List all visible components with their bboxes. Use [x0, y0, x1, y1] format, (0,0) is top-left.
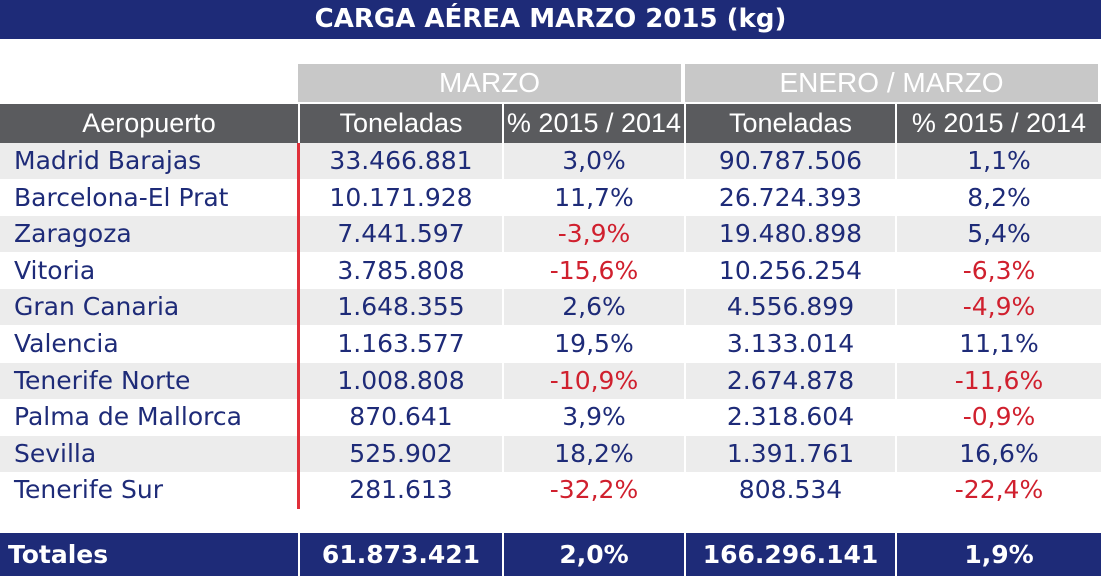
cell-tons-month: 1.648.355: [337, 292, 465, 322]
cell-airport: Gran Canaria: [14, 292, 180, 322]
cell-tons-month: 7.441.597: [337, 219, 465, 249]
cell-tons-ytd: 26.724.393: [718, 182, 863, 212]
cell-tons-ytd: 19.480.898: [718, 219, 863, 249]
cell-airport: Zaragoza: [14, 219, 132, 249]
cell-pct-month: 18,2%: [554, 438, 634, 468]
table-row: Palma de Mallorca 870.641 3,9% 2.318.604 -0,…: [0, 399, 1101, 435]
cell-pct-ytd: 8,2%: [967, 182, 1031, 212]
cell-tons-month: 525.902: [349, 438, 453, 468]
cell-pct-ytd: -6,3%: [962, 255, 1036, 285]
cell-pct-month: -3,9%: [557, 219, 631, 249]
cell-airport: Sevilla: [14, 438, 97, 468]
cell-pct-month: 3,0%: [562, 146, 626, 175]
table-row: Zaragoza 7.441.597 -3,9% 19.480.898 5,4%: [0, 216, 1101, 253]
table-row: Valencia 1.163.577 19,5% 3.133.014 11,1%: [0, 326, 1101, 362]
cell-pct-month: 19,5%: [554, 329, 634, 358]
cell-tons-ytd: 1.391.761: [726, 438, 855, 468]
table-row: Madrid Barajas 33.466.881 3,0% 90.787.506 1,…: [0, 143, 1101, 179]
column-divider: [895, 143, 897, 510]
cell-airport: Palma de Mallorca: [14, 402, 242, 432]
cell-tons-ytd: 808.534: [738, 475, 843, 505]
column-divider: [684, 143, 686, 510]
cell-tons-month: 10.171.928: [329, 182, 473, 212]
cell-tons-ytd: 10.256.254: [718, 255, 863, 285]
table-title: CARGA AÉREA MARZO 2015 (kg): [0, 0, 1101, 39]
cell-pct-ytd: 16,6%: [959, 438, 1039, 468]
totals-pct-month: 2,0%: [502, 533, 684, 576]
column-header-pct-month: % 2015 / 2014: [502, 104, 684, 143]
cell-airport: Tenerife Sur: [14, 475, 163, 505]
cell-tons-ytd: 2.674.878: [726, 365, 855, 395]
cell-airport: Barcelona-El Prat: [14, 182, 229, 212]
cell-pct-month: 2,6%: [562, 292, 626, 322]
cell-pct-month: 3,9%: [562, 402, 626, 432]
cell-pct-month: 11,7%: [554, 182, 634, 212]
table-row: Tenerife Norte 1.008.808 -10,9% 2.674.878 -1…: [0, 362, 1101, 399]
column-header-row: Aeropuerto Toneladas % 2015 / 2014 Tonel…: [0, 104, 1101, 143]
group-header-enero-marzo: ENERO / MARZO: [685, 64, 1098, 102]
totals-row: Totales 61.873.421 2,0% 166.296.141 1,9%: [0, 533, 1101, 576]
cell-airport: Madrid Barajas: [14, 146, 202, 175]
table-row: Barcelona-El Prat 10.171.928 11,7% 26.724.3…: [0, 180, 1101, 216]
table-row: Sevilla 525.902 18,2% 1.391.761 16,6%: [0, 435, 1101, 472]
cell-pct-ytd: 5,4%: [967, 219, 1031, 249]
red-divider-line: [297, 143, 300, 509]
table-row: Gran Canaria 1.648.355 2,6% 4.556.899 -4,9%: [0, 289, 1101, 326]
cell-pct-ytd: -4,9%: [962, 292, 1036, 322]
cell-tons-month: 870.641: [349, 402, 453, 432]
cell-pct-month: -10,9%: [549, 365, 639, 395]
cell-pct-month: -15,6%: [549, 255, 639, 285]
totals-pct-ytd: 1,9%: [895, 533, 1101, 576]
totals-tons-month: 61.873.421: [298, 533, 502, 576]
cell-pct-ytd: -0,9%: [962, 402, 1036, 432]
totals-tons-ytd: 166.296.141: [684, 533, 895, 576]
column-header-tons-month: Toneladas: [298, 104, 502, 143]
column-divider: [502, 143, 504, 510]
cell-tons-ytd: 4.556.899: [726, 292, 855, 322]
table-row: Vitoria 3.785.808 -15,6% 10.256.254 -6,3%: [0, 253, 1101, 289]
cell-airport: Tenerife Norte: [14, 365, 191, 395]
cell-tons-ytd: 2.318.604: [726, 402, 855, 432]
column-header-pct-ytd: % 2015 / 2014: [895, 104, 1101, 143]
cell-tons-month: 281.613: [349, 475, 453, 505]
cell-tons-month: 3.785.808: [337, 255, 465, 285]
cell-airport: Valencia: [14, 329, 119, 358]
group-header-marzo: MARZO: [298, 64, 681, 102]
table-row: Tenerife Sur 281.613 -32,2% 808.534 -22,4%: [0, 472, 1101, 508]
cell-tons-ytd: 3.133.014: [726, 329, 855, 358]
cell-pct-ytd: 11,1%: [959, 329, 1039, 358]
cell-tons-month: 33.466.881: [329, 146, 473, 175]
cell-pct-ytd: -22,4%: [954, 475, 1044, 505]
column-header-airport: Aeropuerto: [82, 108, 216, 138]
column-header-tons-ytd: Toneladas: [684, 104, 895, 143]
cell-pct-month: -32,2%: [549, 475, 639, 505]
cell-tons-month: 1.163.577: [337, 329, 465, 358]
cell-pct-ytd: -11,6%: [954, 365, 1044, 395]
totals-label: Totales: [8, 540, 109, 569]
cell-airport: Vitoria: [14, 255, 96, 285]
cell-tons-month: 1.008.808: [337, 365, 465, 395]
cell-pct-ytd: 1,1%: [967, 146, 1031, 175]
cell-tons-ytd: 90.787.506: [718, 146, 863, 175]
